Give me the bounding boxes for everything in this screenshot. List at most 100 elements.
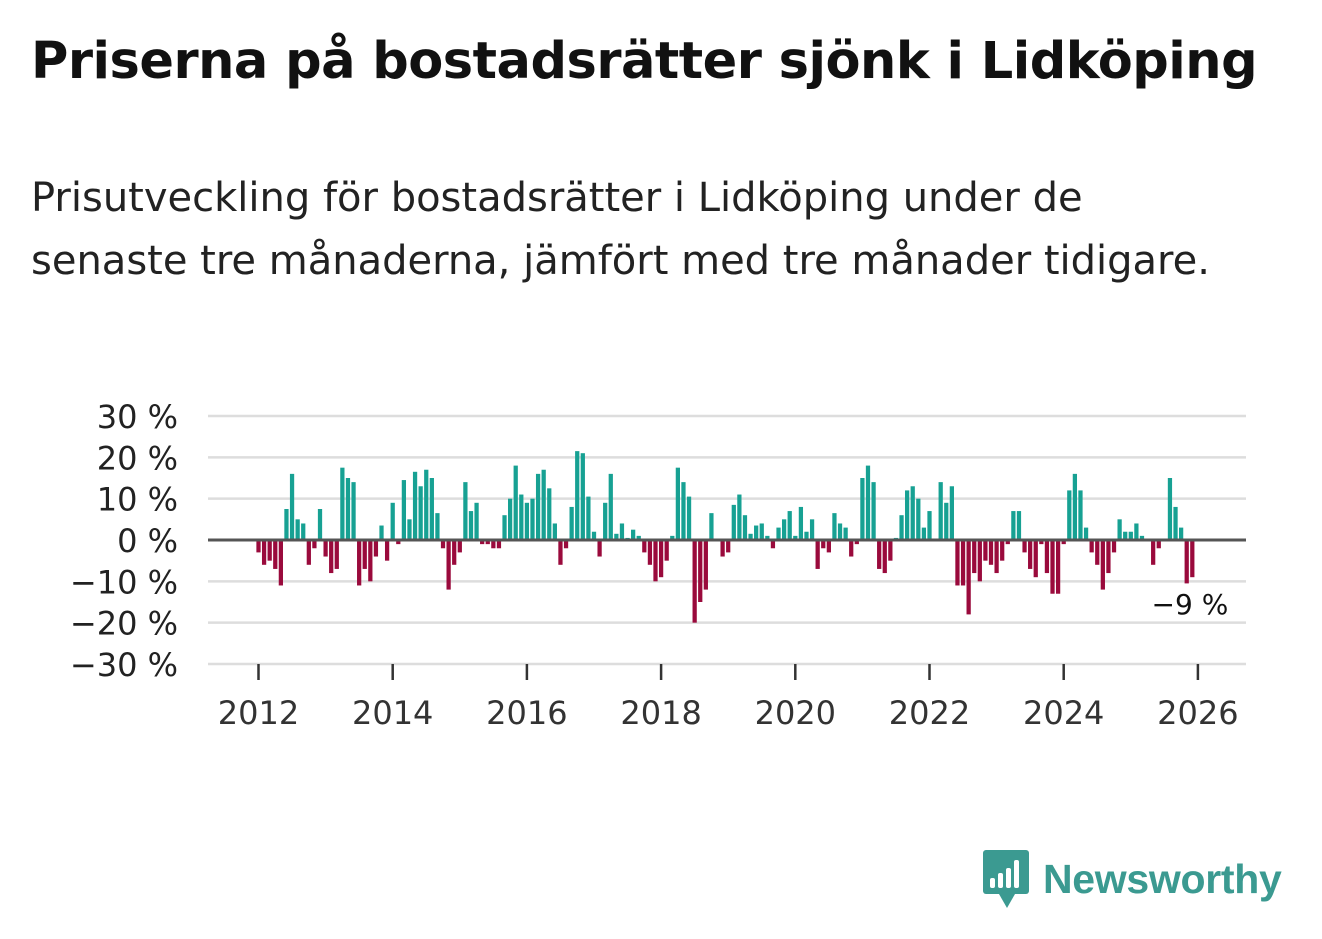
bar — [1055, 540, 1061, 594]
bar — [809, 519, 815, 540]
bar — [440, 540, 446, 549]
bar — [636, 535, 641, 540]
bar — [994, 540, 999, 574]
bar — [692, 540, 697, 623]
bar — [742, 515, 748, 540]
bar — [1061, 540, 1066, 545]
x-tick-label: 2022 — [889, 694, 970, 732]
bar — [373, 540, 379, 557]
bar — [1022, 540, 1027, 553]
bar — [1095, 540, 1100, 565]
bar — [726, 540, 731, 553]
bar — [597, 540, 602, 557]
bar — [1123, 531, 1128, 540]
bar — [351, 482, 356, 540]
bar — [815, 540, 820, 569]
bar — [793, 535, 798, 540]
bar — [468, 511, 474, 540]
page-title: Priserna på bostadsrätter sjönk i Lidköp… — [31, 32, 1258, 91]
bar — [1151, 540, 1156, 565]
bar — [614, 533, 619, 540]
bar — [1005, 540, 1010, 545]
bar — [720, 540, 725, 557]
bar — [759, 523, 764, 540]
bar — [681, 482, 686, 540]
bar — [580, 453, 585, 540]
bar — [284, 509, 289, 540]
bar — [832, 513, 837, 540]
bar — [748, 533, 753, 540]
bar — [737, 494, 742, 540]
bar — [267, 540, 272, 561]
bar — [535, 473, 541, 540]
bar — [273, 540, 278, 569]
bar — [603, 502, 608, 540]
bar — [910, 486, 915, 540]
bar — [301, 523, 306, 540]
bar — [379, 525, 384, 540]
bar — [642, 540, 647, 553]
bar — [396, 540, 401, 545]
bar — [329, 540, 334, 574]
bar — [563, 540, 569, 549]
bar — [530, 498, 535, 540]
page-subtitle: Prisutveckling för bostadsrätter i Lidkö… — [31, 175, 1210, 284]
bar-chart-speech-bubble-icon — [983, 850, 1029, 908]
y-tick-label: −30 % — [70, 646, 178, 684]
bar — [519, 494, 524, 540]
bar — [988, 540, 994, 565]
bar — [888, 540, 893, 561]
bar — [877, 540, 882, 569]
x-tick-label: 2018 — [620, 694, 701, 732]
bar — [547, 488, 552, 540]
bar — [698, 540, 703, 602]
bar — [289, 473, 295, 540]
bar — [474, 502, 479, 540]
bar — [860, 478, 865, 540]
bar — [424, 469, 429, 540]
x-tick-label: 2016 — [486, 694, 567, 732]
bar — [1156, 540, 1161, 549]
brand-logo: Newsworthy — [981, 848, 1282, 910]
y-tick-label: −20 % — [70, 605, 178, 643]
bar — [944, 502, 949, 540]
bar — [1000, 540, 1005, 561]
bar — [457, 540, 462, 553]
bar — [591, 531, 597, 540]
bar — [670, 535, 675, 540]
bar — [709, 513, 714, 540]
bar — [491, 540, 496, 549]
bar — [1044, 540, 1050, 574]
y-tick-label: 0 % — [117, 522, 178, 560]
bar — [390, 502, 395, 540]
bar — [306, 540, 311, 565]
bar — [1028, 540, 1033, 569]
bar — [368, 540, 373, 582]
bar — [502, 515, 507, 540]
bar — [631, 529, 636, 540]
bar — [821, 540, 826, 549]
bar — [401, 480, 407, 540]
bar — [435, 513, 440, 540]
bar — [586, 496, 591, 540]
bar — [317, 509, 323, 540]
bar — [1173, 506, 1178, 540]
bar — [345, 478, 351, 540]
bar — [1128, 531, 1133, 540]
bar — [1106, 540, 1111, 574]
bar — [463, 482, 468, 540]
bar — [295, 519, 300, 540]
bar — [664, 540, 669, 561]
bar — [452, 540, 457, 565]
bar — [334, 540, 339, 569]
x-tick-label: 2024 — [1023, 694, 1104, 732]
bar — [1184, 540, 1189, 584]
bar — [362, 540, 367, 569]
bar — [480, 540, 485, 545]
bar — [407, 519, 412, 540]
bar — [658, 540, 664, 578]
bar — [770, 540, 776, 549]
x-tick-label: 2012 — [218, 694, 299, 732]
bar — [781, 519, 787, 540]
bar — [899, 515, 904, 540]
